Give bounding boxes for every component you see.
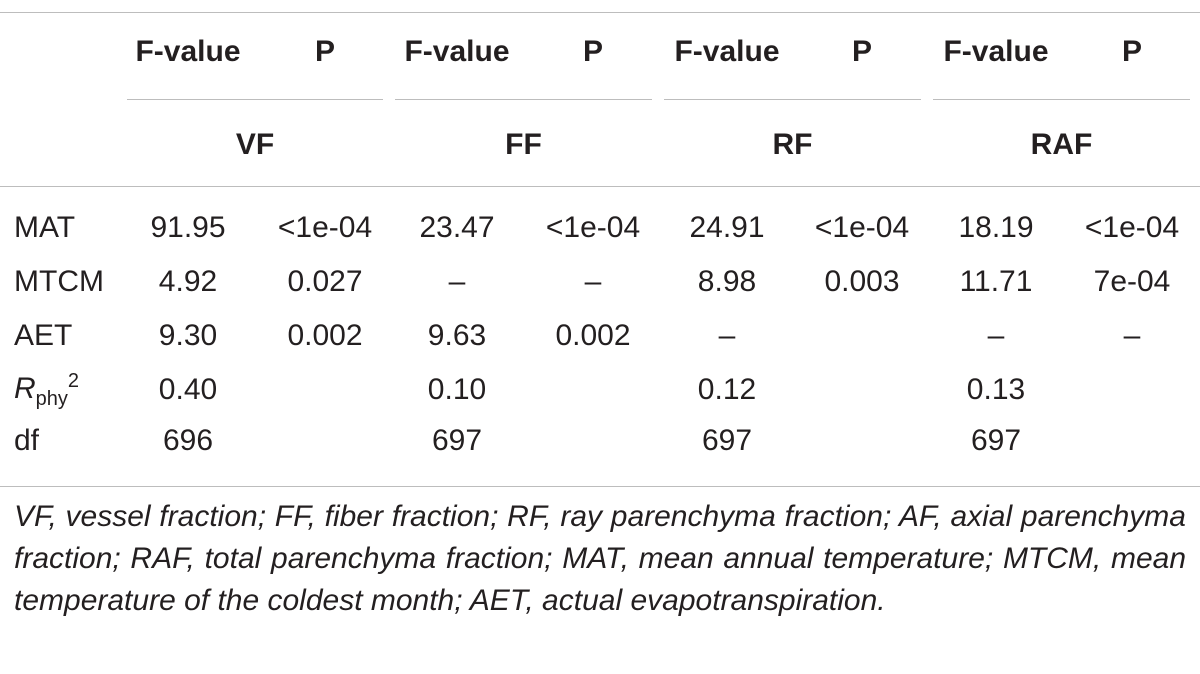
cell: 697 <box>970 424 1022 457</box>
group-header: RAF <box>1030 128 1093 161</box>
top-rule <box>0 12 1200 13</box>
cell: 91.95 <box>150 211 226 244</box>
group-header: VF <box>235 128 275 161</box>
group-rule <box>395 99 652 100</box>
cell: 697 <box>701 424 753 457</box>
label-base: R <box>14 372 36 405</box>
cell: <1e-04 <box>277 211 373 244</box>
cell: <1e-04 <box>545 211 641 244</box>
group-rule <box>664 99 921 100</box>
column-header: P <box>582 35 604 68</box>
cell: <1e-04 <box>1084 211 1180 244</box>
cell: 696 <box>162 424 214 457</box>
column-header: F-value <box>674 35 780 68</box>
label-subscript: phy <box>35 388 68 410</box>
footnote: VF, vessel fraction; FF, fiber fraction;… <box>14 500 1186 617</box>
cell: <1e-04 <box>814 211 910 244</box>
header-rule <box>0 186 1200 187</box>
cell: 0.027 <box>287 265 363 298</box>
cell: 9.63 <box>427 319 487 352</box>
row-label: MAT <box>14 211 76 244</box>
cell: 0.003 <box>824 265 900 298</box>
cell: 0.40 <box>158 373 218 406</box>
cell: – <box>448 265 466 298</box>
cell: – <box>987 319 1005 352</box>
cell: 0.10 <box>427 373 487 406</box>
row-label: MTCM <box>14 265 104 298</box>
cell: 4.92 <box>158 265 218 298</box>
cell: – <box>718 319 736 352</box>
cell: 7e-04 <box>1093 265 1171 298</box>
column-header: F-value <box>404 35 510 68</box>
column-header: F-value <box>135 35 241 68</box>
cell: – <box>584 265 602 298</box>
cell: 0.12 <box>697 373 757 406</box>
row-label: Rphy2 <box>14 363 79 417</box>
cell: 9.30 <box>158 319 218 352</box>
column-header: P <box>314 35 336 68</box>
row-label: AET <box>14 319 73 352</box>
label-superscript: 2 <box>67 370 80 392</box>
cell: 0.13 <box>966 373 1026 406</box>
group-rule <box>933 99 1190 100</box>
cell: 11.71 <box>959 265 1033 298</box>
cell: 18.19 <box>958 211 1034 244</box>
column-header: P <box>851 35 873 68</box>
column-header: P <box>1121 35 1143 68</box>
cell: 8.98 <box>697 265 757 298</box>
column-header: F-value <box>943 35 1049 68</box>
group-rule <box>127 99 383 100</box>
cell: 23.47 <box>419 211 495 244</box>
group-header: RF <box>772 128 813 161</box>
bottom-rule <box>0 486 1200 487</box>
group-header: FF <box>505 128 542 161</box>
cell: 0.002 <box>555 319 631 352</box>
row-label: df <box>14 424 40 457</box>
cell: 697 <box>431 424 483 457</box>
cell: – <box>1123 319 1141 352</box>
cell: 24.91 <box>689 211 765 244</box>
cell: 0.002 <box>287 319 363 352</box>
